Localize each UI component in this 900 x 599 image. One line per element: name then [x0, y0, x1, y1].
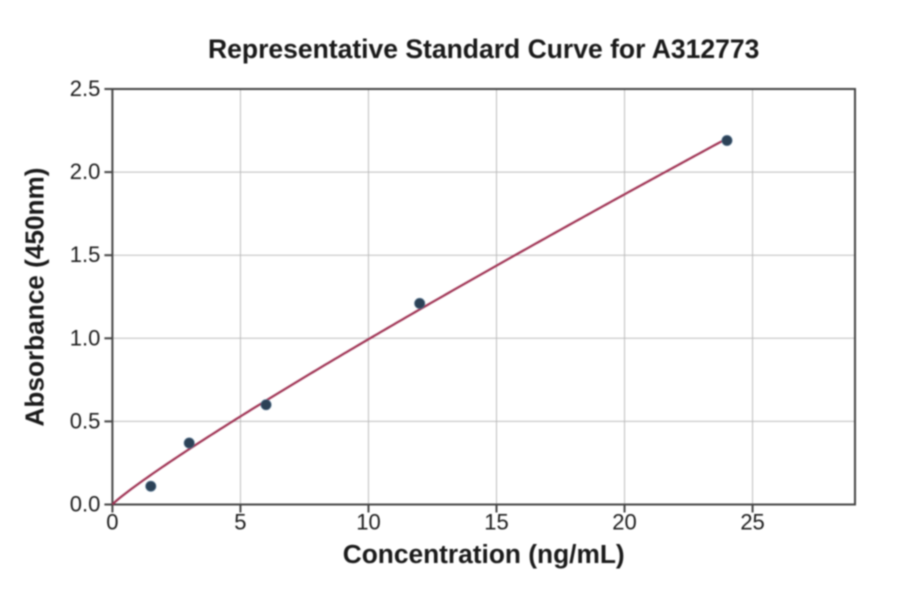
svg-text:15: 15 [484, 510, 508, 535]
svg-text:1.0: 1.0 [70, 325, 101, 350]
svg-text:25: 25 [740, 510, 764, 535]
svg-text:1.5: 1.5 [70, 242, 101, 267]
svg-text:0: 0 [106, 510, 118, 535]
svg-text:0.0: 0.0 [70, 492, 101, 517]
svg-text:20: 20 [612, 510, 636, 535]
svg-text:10: 10 [356, 510, 380, 535]
svg-text:0.5: 0.5 [70, 408, 101, 433]
svg-text:5: 5 [234, 510, 246, 535]
svg-text:2.0: 2.0 [70, 159, 101, 184]
svg-text:2.5: 2.5 [70, 76, 101, 101]
